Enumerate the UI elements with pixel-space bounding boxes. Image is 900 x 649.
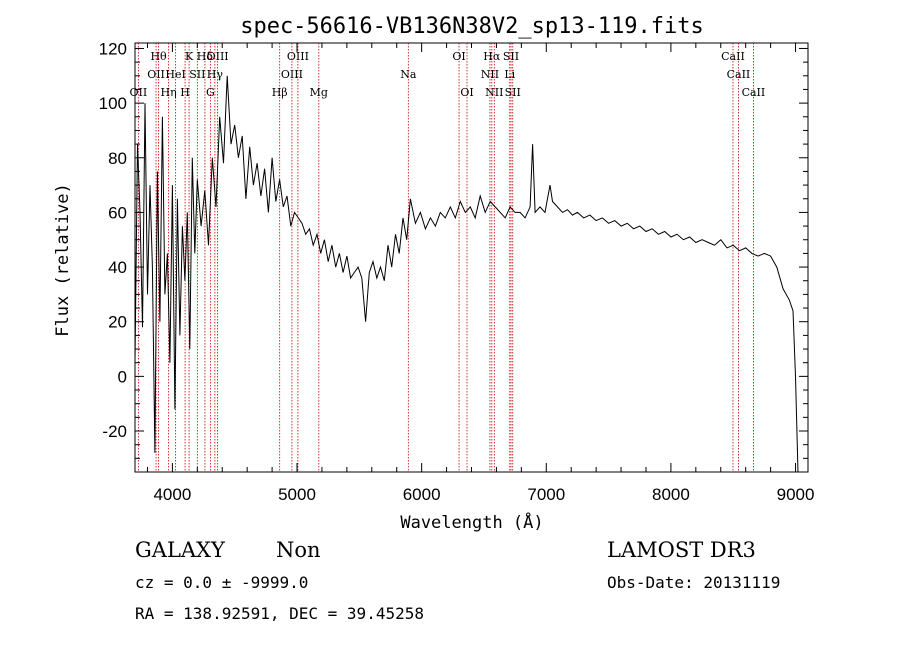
line-label-10: Hγ <box>207 68 224 81</box>
line-label-7: SII <box>189 68 205 81</box>
x-tick-label: 9000 <box>777 485 815 504</box>
line-label-19: NII <box>481 68 499 81</box>
y-tick-label: 20 <box>108 313 127 332</box>
y-tick-label: 80 <box>108 149 127 168</box>
y-tick-label: 40 <box>108 258 127 277</box>
coordinates: RA = 138.92591, DEC = 39.45258 <box>135 604 424 623</box>
x-tick-label: 6000 <box>403 485 441 504</box>
y-axis-ticks: -20 0 20 40 60 80 100 120 <box>99 39 808 459</box>
y-tick-label: 60 <box>108 203 127 222</box>
x-tick-label: 5000 <box>278 485 316 504</box>
x-axis-label: Wavelength (Å) <box>400 511 543 533</box>
x-axis-ticks: 4000 5000 6000 7000 8000 9000 <box>146 43 815 504</box>
x-tick-label: 7000 <box>527 485 565 504</box>
line-label-9: G <box>206 86 215 99</box>
object-class: GALAXY <box>135 538 225 562</box>
line-label-18: OI <box>460 86 473 99</box>
y-tick-label: 0 <box>118 367 127 386</box>
line-label-25: CaII <box>721 50 745 63</box>
line-label-15: Mg <box>310 86 328 99</box>
line-label-8: Hδ <box>197 50 214 63</box>
line-label-26: CaII <box>727 68 751 81</box>
line-label-16: Na <box>400 68 417 81</box>
line-label-3: Hη <box>161 86 177 99</box>
y-axis-label: Flux (relative) <box>53 183 73 337</box>
line-label-21: NII <box>485 86 503 99</box>
line-label-4: HeI <box>165 68 185 81</box>
line-label-17: OI <box>452 50 465 63</box>
line-label-11: OIII <box>207 50 229 63</box>
observation-date: Obs-Date: 20131119 <box>607 573 781 592</box>
line-label-13: OIII <box>281 68 303 81</box>
line-label-6: K <box>185 50 194 63</box>
spectrum-line <box>134 75 799 473</box>
chart-title: spec-56616-VB136N38V2_sp13-119.fits <box>240 14 704 39</box>
line-label-1: OII <box>147 68 165 81</box>
line-label-20: Hα <box>483 50 501 63</box>
emission-line-markers <box>137 43 754 472</box>
survey-name: LAMOST DR3 <box>607 538 756 562</box>
line-label-5: H <box>180 86 190 99</box>
emission-line-labels: OII OII Hθ Hη HeI H K SII Hδ G Hγ OIII Hβ OIII OIII Mg N… <box>130 50 766 99</box>
line-label-2: Hθ <box>150 50 167 63</box>
line-label-0: OII <box>130 86 148 99</box>
line-label-22: Li <box>504 68 515 81</box>
plot-frame <box>134 42 809 473</box>
y-tick-label: 100 <box>99 94 127 113</box>
redshift-value: cz = 0.0 ± -9999.0 <box>135 573 309 592</box>
line-label-14: OIII <box>287 50 309 63</box>
x-tick-label: 8000 <box>652 485 690 504</box>
line-label-27: CaII <box>742 86 766 99</box>
y-tick-label: -20 <box>102 422 127 441</box>
line-label-23: SII <box>503 50 519 63</box>
x-tick-label: 4000 <box>153 485 191 504</box>
line-label-12: Hβ <box>272 86 288 99</box>
line-label-24: SII <box>505 86 521 99</box>
object-subclass: Non <box>276 538 321 562</box>
y-tick-label: 120 <box>99 39 127 58</box>
